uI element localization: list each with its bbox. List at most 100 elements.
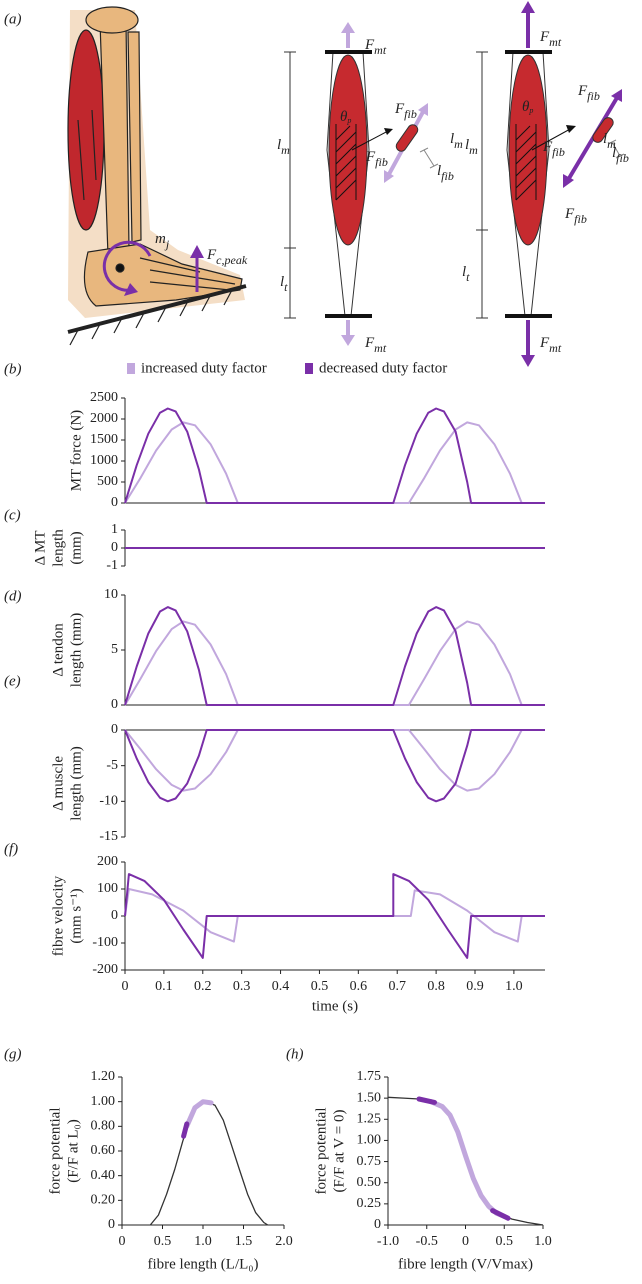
- label-sub: mt: [549, 35, 562, 49]
- label-sub: fib: [587, 89, 600, 103]
- diagram-label: Ffib: [564, 206, 587, 225]
- diagram-label: lfib: [612, 145, 629, 164]
- y-tick-label: 5: [111, 642, 118, 657]
- y-tick-label: -1: [106, 558, 118, 573]
- y-tick-label: 1: [111, 522, 118, 537]
- panel-label: (a): [4, 11, 22, 27]
- x-axis-label: time (s): [312, 998, 358, 1014]
- y-axis-label: Δ muscle: [50, 756, 66, 811]
- label-main: F: [364, 37, 375, 53]
- y-tick-label: 0: [111, 495, 118, 510]
- y-tick-label: 1.00: [357, 1133, 382, 1148]
- x-tick-label: 0.5: [154, 1234, 172, 1249]
- y-axis-label: Δ MT: [32, 530, 48, 565]
- diagram-label: θp: [340, 109, 351, 125]
- y-tick-label: -100: [92, 935, 118, 950]
- label-main: l: [450, 131, 454, 147]
- label-sub: fib: [404, 107, 417, 121]
- x-tick-label: 1.5: [235, 1234, 253, 1249]
- y-tick-label: -15: [99, 829, 118, 844]
- label-main: F: [577, 83, 588, 99]
- panel-label: (d): [4, 588, 22, 604]
- label-main: l: [462, 264, 466, 280]
- label-sub: fib: [574, 212, 587, 226]
- y-tick-label: 2500: [90, 390, 118, 405]
- y-axis-label: length (mm): [68, 746, 84, 821]
- y-tick-label: 100: [97, 881, 118, 896]
- label-main: l: [437, 163, 441, 179]
- y-tick-label: 1.25: [357, 1112, 382, 1127]
- data-line: [428, 1099, 507, 1219]
- y-tick-label: -200: [92, 962, 118, 977]
- y-tick-label: 500: [97, 474, 118, 489]
- diagram-label: lm: [277, 137, 290, 156]
- y-tick-label: 0: [374, 1217, 381, 1232]
- legend-label: decreased duty factor: [319, 360, 447, 376]
- y-axis-label: Δ tendon: [50, 623, 66, 677]
- y-tick-label: 0.40: [91, 1168, 116, 1183]
- label-main: F: [539, 335, 550, 351]
- y-tick-label: 1.00: [91, 1094, 116, 1109]
- muscle-diagram: [476, 1, 625, 367]
- label-sub: mt: [374, 43, 387, 57]
- y-tick-label: 1.75: [357, 1069, 382, 1084]
- diagram-label: Fmt: [364, 335, 387, 354]
- y-tick-label: 2000: [90, 411, 118, 426]
- label-main: l: [280, 274, 284, 290]
- label-sub: fib: [441, 169, 454, 183]
- y-tick-label: 0: [108, 1217, 115, 1232]
- label-sub: c,peak: [216, 253, 248, 267]
- y-tick-label: 0.80: [91, 1119, 116, 1134]
- label-main: m: [155, 231, 166, 247]
- x-axis-label: fibre length (V/Vmax): [398, 1256, 533, 1272]
- y-tick-label: 1.20: [91, 1069, 116, 1084]
- label-sub: p: [528, 106, 533, 115]
- diagram-label: lm: [603, 131, 616, 150]
- label-sub: mt: [374, 341, 387, 355]
- x-tick-label: 1.0: [505, 979, 523, 994]
- data-line: [124, 407, 545, 504]
- diagram-label: Ffib: [577, 83, 600, 102]
- data-line: [184, 1099, 214, 1129]
- x-tick-label: 1.0: [534, 1234, 552, 1249]
- data-line: [416, 1096, 511, 1221]
- x-tick-label: 0.2: [194, 979, 212, 994]
- diagram-label: mj: [155, 231, 170, 250]
- x-tick-label: 0.5: [311, 979, 329, 994]
- diagram-label: Ffib: [394, 101, 417, 120]
- y-tick-label: 1.50: [357, 1090, 382, 1105]
- y-tick-label: 200: [97, 854, 118, 869]
- x-tick-label: 2.0: [275, 1234, 293, 1249]
- y-tick-label: 0: [111, 722, 118, 737]
- y-axis-label: (F/F at L₀): [65, 1119, 81, 1183]
- label-sub: p: [346, 116, 351, 125]
- x-tick-label: 0: [462, 1234, 469, 1249]
- diagram-label: Fmt: [364, 37, 387, 56]
- label-main: F: [365, 149, 376, 165]
- diagram-label: lt: [280, 274, 288, 293]
- panel-label: (f): [4, 841, 18, 857]
- label-sub: m: [454, 137, 463, 151]
- label-sub: fib: [552, 145, 565, 159]
- y-tick-label: 0: [111, 540, 118, 555]
- data-line: [124, 873, 545, 959]
- panel-label: (b): [4, 361, 22, 377]
- label-main: l: [603, 131, 607, 147]
- label-main: l: [465, 137, 469, 153]
- x-tick-label: 0.4: [272, 979, 290, 994]
- y-tick-label: 0.75: [357, 1154, 382, 1169]
- label-sub: j: [164, 237, 170, 251]
- data-line: [181, 1121, 190, 1139]
- y-tick-label: 10: [104, 587, 118, 602]
- label-main: l: [612, 145, 616, 161]
- diagram-label: Fc,peak: [206, 247, 248, 266]
- label-main: θ: [340, 109, 348, 125]
- y-axis-label: (F/F at V = 0): [331, 1110, 347, 1193]
- label-sub: fib: [375, 155, 388, 169]
- data-line: [124, 606, 545, 706]
- y-axis-label: fibre velocity: [50, 875, 66, 956]
- diagram-label: lt: [462, 264, 470, 283]
- y-tick-label: 0.20: [91, 1193, 116, 1208]
- x-tick-label: 0.5: [496, 1234, 514, 1249]
